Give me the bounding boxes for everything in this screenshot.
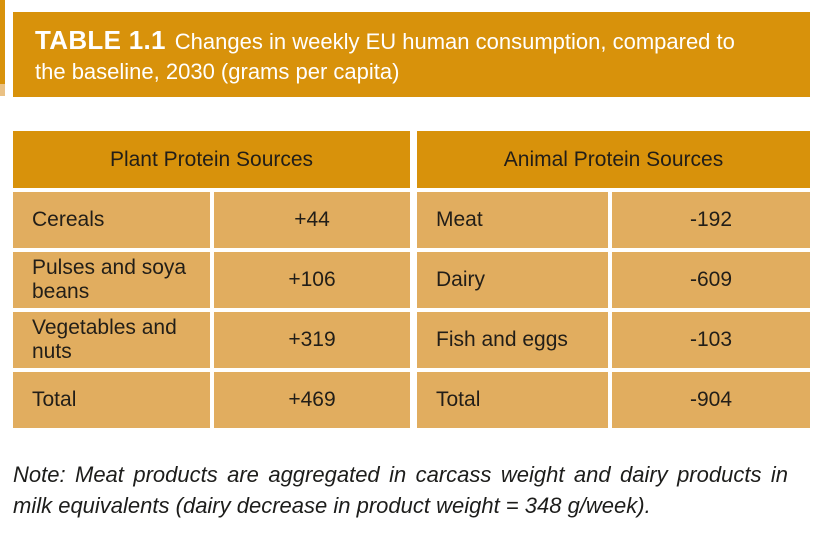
row-value-plant-total: +469	[214, 372, 410, 428]
row-label-cereals: Cereals	[13, 192, 210, 248]
row-label-vegetables: Vegetables and nuts	[13, 312, 210, 368]
page-edge-decoration-fade	[0, 84, 5, 96]
row-value-animal-total: -904	[612, 372, 810, 428]
plant-protein-subtable: Plant Protein Sources Cereals +44 Pulses…	[13, 131, 410, 428]
row-label-meat: Meat	[417, 192, 608, 248]
table-number: TABLE 1.1	[35, 25, 166, 55]
animal-protein-subtable: Animal Protein Sources Meat -192 Dairy -…	[417, 131, 810, 428]
consumption-table: Plant Protein Sources Cereals +44 Pulses…	[13, 131, 810, 428]
page-edge-decoration	[0, 0, 5, 84]
row-value-pulses: +106	[214, 252, 410, 308]
table-caption: Changes in weekly EU human consumption, …	[35, 29, 735, 84]
row-value-meat: -192	[612, 192, 810, 248]
row-label-pulses: Pulses and soya beans	[13, 252, 210, 308]
row-label-fish-eggs: Fish and eggs	[417, 312, 608, 368]
row-value-dairy: -609	[612, 252, 810, 308]
row-label-plant-total: Total	[13, 372, 210, 428]
table-title: TABLE 1.1 Changes in weekly EU human cons…	[35, 25, 770, 87]
row-label-dairy: Dairy	[417, 252, 608, 308]
row-value-vegetables: +319	[214, 312, 410, 368]
table-title-banner: TABLE 1.1 Changes in weekly EU human cons…	[13, 12, 810, 97]
row-value-cereals: +44	[214, 192, 410, 248]
row-value-fish-eggs: -103	[612, 312, 810, 368]
animal-protein-header: Animal Protein Sources	[417, 131, 810, 188]
table-note: Note: Meat products are aggregated in ca…	[13, 462, 788, 518]
plant-protein-header: Plant Protein Sources	[13, 131, 410, 188]
row-label-animal-total: Total	[417, 372, 608, 428]
